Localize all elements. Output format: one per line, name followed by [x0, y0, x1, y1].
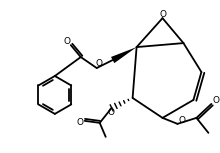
Text: O: O	[95, 59, 102, 67]
Text: O: O	[179, 116, 186, 125]
Text: O: O	[63, 37, 70, 46]
Text: O: O	[76, 118, 83, 127]
Text: O: O	[107, 108, 114, 117]
Polygon shape	[111, 47, 137, 63]
Text: O: O	[159, 10, 166, 19]
Text: O: O	[213, 96, 220, 105]
